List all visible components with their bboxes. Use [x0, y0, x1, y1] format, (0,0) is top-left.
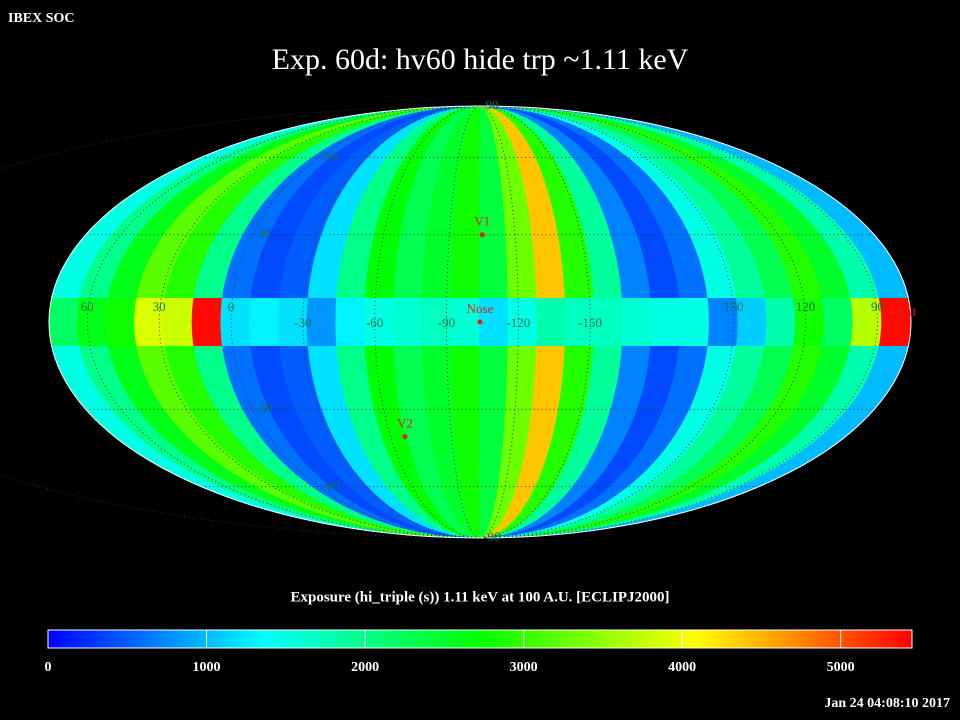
- marker-label: Tail: [897, 305, 916, 319]
- exposure-band-cell: [764, 298, 798, 346]
- y-tick-label: -60: [322, 478, 339, 493]
- colorbar-tick-label: 4000: [668, 660, 696, 675]
- exposure-band-cell: [536, 298, 568, 346]
- meridian: [445, 105, 481, 539]
- meridian: [479, 105, 735, 539]
- x-tick-label: 60: [81, 299, 94, 314]
- x-tick-label: -150: [578, 315, 602, 330]
- overlay: 60300-30-60-90-120-15018015012090906030-…: [0, 97, 917, 675]
- x-tick-label: 0: [228, 299, 235, 314]
- colorbar-tick-label: 3000: [510, 660, 538, 675]
- x-tick-label: 90: [871, 299, 884, 314]
- y-tick-label: 90: [485, 97, 498, 112]
- colorbar-tick-label: 0: [45, 660, 52, 675]
- marker-label: V1: [474, 214, 490, 229]
- marker-label: Nose: [467, 301, 494, 316]
- x-tick-label: 120: [796, 299, 816, 314]
- exposure-band-cell: [392, 298, 424, 346]
- exposure-band-cell: [678, 298, 711, 346]
- exposure-band-cell: [306, 298, 339, 346]
- marker-label: V2: [397, 416, 413, 431]
- meridian: [158, 105, 481, 539]
- x-tick-label: -30: [294, 315, 311, 330]
- y-tick-label: 60: [324, 148, 337, 163]
- colorbar: [47, 629, 913, 649]
- exposure-band-cell: [191, 298, 224, 346]
- meridian: [479, 105, 519, 539]
- exposure-band-cell: [162, 298, 196, 346]
- x-tick-label: -120: [506, 315, 530, 330]
- meridian: [86, 105, 481, 539]
- x-tick-label: -60: [366, 315, 383, 330]
- exposure-band-cell: [105, 298, 139, 346]
- exposure-band-cell: [49, 298, 82, 346]
- exposure-band-cell: [249, 298, 282, 346]
- x-tick-label: -90: [438, 315, 455, 330]
- meridian: [479, 105, 807, 539]
- x-tick-label: 30: [153, 299, 166, 314]
- exposure-band-cell: [335, 298, 367, 346]
- marker: [479, 232, 485, 238]
- marker: [477, 319, 483, 325]
- colorbar-label: Exposure (hi_triple (s)) 1.11 keV at 100…: [290, 589, 669, 605]
- map-outline: [48, 105, 912, 539]
- exposure-band-cell: [220, 298, 253, 346]
- y-tick-label: -30: [256, 400, 273, 415]
- org-label: IBEX SOC: [8, 11, 75, 26]
- colorbar-tick-label: 2000: [351, 660, 379, 675]
- exposure-band-cell: [621, 298, 654, 346]
- map: [49, 106, 911, 538]
- chart-title: Exp. 60d: hv60 hide trp ~1.11 keV: [272, 43, 689, 76]
- marker: [402, 434, 408, 440]
- colorbar-tick-label: 5000: [827, 660, 855, 675]
- x-tick-label: 150: [724, 299, 744, 314]
- colorbar-tick-label: 1000: [193, 660, 221, 675]
- exposure-band-cell: [821, 298, 855, 346]
- y-tick-label: 30: [258, 226, 271, 241]
- y-tick-label: -90: [483, 529, 500, 544]
- marker: [888, 310, 894, 316]
- exposure-band-cell: [650, 298, 683, 346]
- meridian: [0, 105, 481, 539]
- timestamp: Jan 24 04:08:10 2017: [824, 696, 950, 711]
